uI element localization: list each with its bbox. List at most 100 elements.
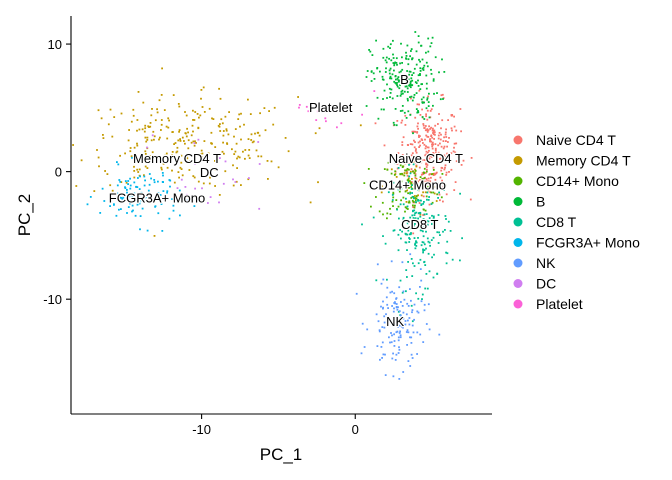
data-point: [425, 153, 428, 156]
data-point: [461, 237, 463, 240]
data-point: [418, 103, 420, 106]
data-point: [432, 169, 435, 171]
data-point: [410, 188, 413, 190]
data-point: [426, 109, 429, 112]
data-point: [141, 207, 144, 210]
data-point: [404, 190, 407, 193]
data-point: [218, 194, 221, 196]
data-point: [380, 282, 383, 285]
data-point: [192, 140, 195, 143]
data-point: [404, 323, 407, 326]
data-point: [406, 222, 409, 225]
data-point: [429, 140, 431, 143]
data-point: [447, 141, 449, 143]
data-point: [370, 205, 372, 208]
data-point: [151, 108, 153, 110]
data-point: [397, 336, 400, 339]
data-point: [162, 181, 164, 183]
data-point: [389, 67, 392, 70]
data-point: [375, 313, 378, 316]
data-point: [268, 110, 270, 112]
data-point: [442, 200, 444, 203]
data-point: [237, 155, 240, 158]
data-point: [439, 234, 441, 236]
data-point: [419, 135, 421, 137]
data-point: [111, 189, 114, 192]
data-point: [166, 190, 169, 193]
data-point: [401, 325, 403, 328]
data-point: [439, 98, 442, 101]
data-point: [415, 197, 418, 200]
data-point: [423, 309, 426, 312]
data-point: [430, 239, 433, 241]
data-point: [429, 244, 431, 247]
data-point: [409, 216, 412, 219]
data-point: [431, 156, 433, 158]
data-point: [386, 278, 388, 281]
data-point: [389, 341, 391, 344]
data-point: [410, 154, 413, 157]
data-point: [193, 119, 196, 121]
data-point: [140, 191, 143, 194]
data-point: [427, 186, 430, 188]
data-point: [432, 152, 435, 154]
data-point: [104, 170, 106, 172]
data-point: [305, 105, 308, 108]
data-point: [168, 179, 171, 181]
data-point: [423, 177, 426, 179]
cluster-label: DC: [200, 165, 219, 180]
data-point: [119, 180, 122, 183]
data-point: [199, 153, 202, 156]
data-point: [227, 133, 230, 136]
data-point: [396, 322, 399, 325]
data-point: [429, 45, 432, 48]
data-point: [376, 67, 379, 69]
data-point: [405, 313, 408, 316]
data-point: [406, 170, 408, 173]
data-point: [193, 176, 196, 179]
data-point: [185, 114, 188, 117]
data-point: [407, 63, 410, 66]
data-point: [157, 192, 160, 194]
data-point: [420, 194, 423, 197]
data-point: [186, 127, 188, 130]
data-point: [179, 138, 181, 140]
data-point: [365, 105, 368, 107]
data-point: [164, 154, 166, 157]
data-point: [439, 138, 442, 141]
data-point: [154, 119, 157, 122]
data-point: [195, 142, 197, 144]
data-point: [154, 205, 157, 208]
data-point: [397, 326, 399, 328]
data-point: [431, 136, 434, 139]
data-point: [380, 191, 383, 194]
data-point: [139, 175, 141, 178]
data-point: [72, 144, 74, 146]
data-point: [445, 262, 448, 265]
data-point: [138, 195, 141, 198]
data-point: [422, 178, 424, 180]
data-point: [138, 202, 141, 205]
data-point: [436, 182, 439, 184]
data-point: [388, 69, 391, 72]
data-point: [240, 184, 242, 186]
data-point: [425, 134, 428, 137]
data-point: [406, 87, 409, 90]
data-point: [430, 173, 433, 175]
data-point: [406, 174, 409, 177]
data-point: [407, 261, 409, 263]
data-point: [392, 205, 394, 207]
data-point: [406, 205, 409, 208]
data-point: [416, 125, 419, 128]
data-point: [415, 92, 418, 94]
data-point: [142, 200, 145, 203]
data-point: [407, 144, 409, 146]
data-point: [273, 106, 276, 109]
data-point: [428, 155, 430, 158]
data-point: [427, 177, 430, 180]
data-point: [158, 99, 161, 102]
data-point: [407, 181, 409, 184]
data-point: [176, 146, 179, 149]
data-point: [417, 79, 419, 82]
data-point: [399, 324, 401, 327]
